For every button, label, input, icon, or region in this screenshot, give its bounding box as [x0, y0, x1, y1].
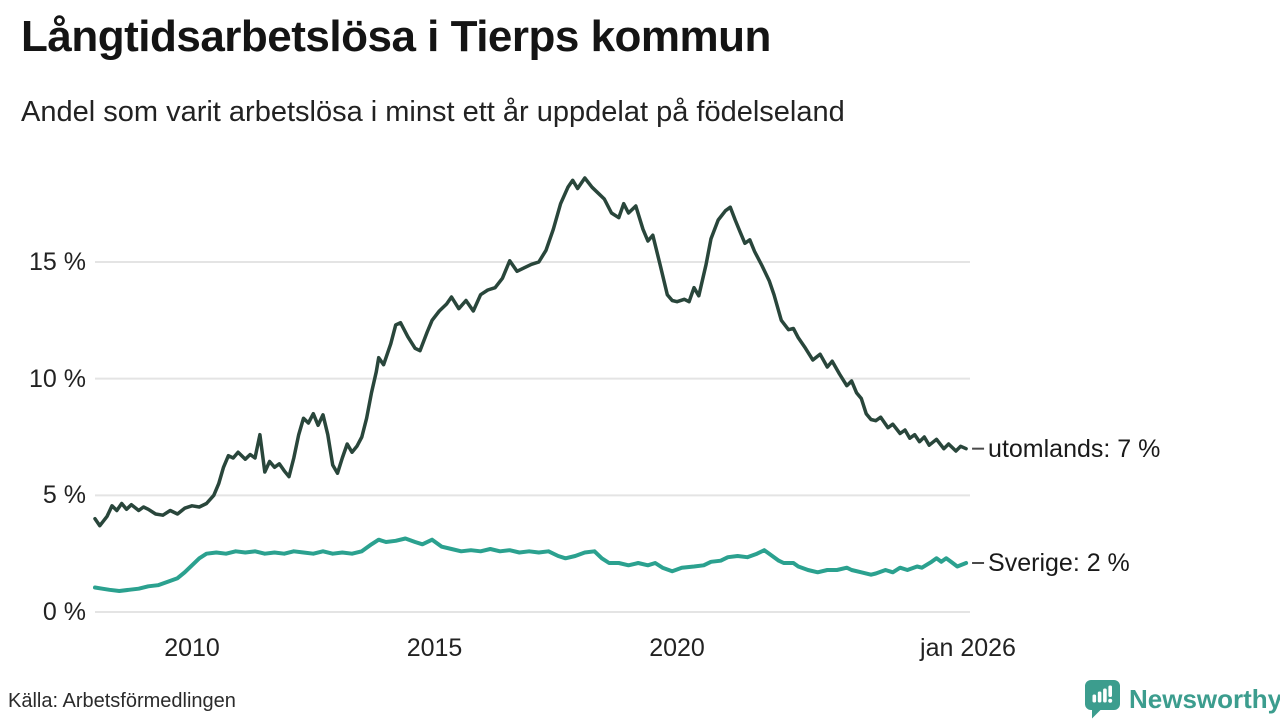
x-axis-label-2010: 2010 [164, 634, 220, 662]
y-axis-label-15: 15 % [29, 248, 86, 276]
line-end-label-Sverige: Sverige: 2 % [988, 549, 1130, 577]
y-axis-label-10: 10 % [29, 364, 86, 393]
x-axis-label-2026: jan 2026 [920, 634, 1016, 662]
newsworthy-logo-text: Newsworthy [1129, 684, 1280, 714]
page-subtitle: Andel som varit arbetslösa i minst ett å… [21, 96, 845, 128]
line-end-label-utomlands: utomlands: 7 % [988, 434, 1161, 463]
newsworthy-logo: Newsworthy [1084, 678, 1280, 720]
newsworthy-logo-icon [1084, 679, 1121, 719]
x-axis-label-2020: 2020 [649, 634, 705, 662]
y-axis-label-5: 5 % [42, 481, 86, 510]
y-axis-label-0: 0 % [42, 598, 86, 626]
source-note: Källa: Arbetsförmedlingen [8, 690, 236, 712]
page-title: Långtidsarbetslösa i Tierps kommun [21, 12, 771, 61]
x-axis-label-2015: 2015 [406, 634, 463, 662]
